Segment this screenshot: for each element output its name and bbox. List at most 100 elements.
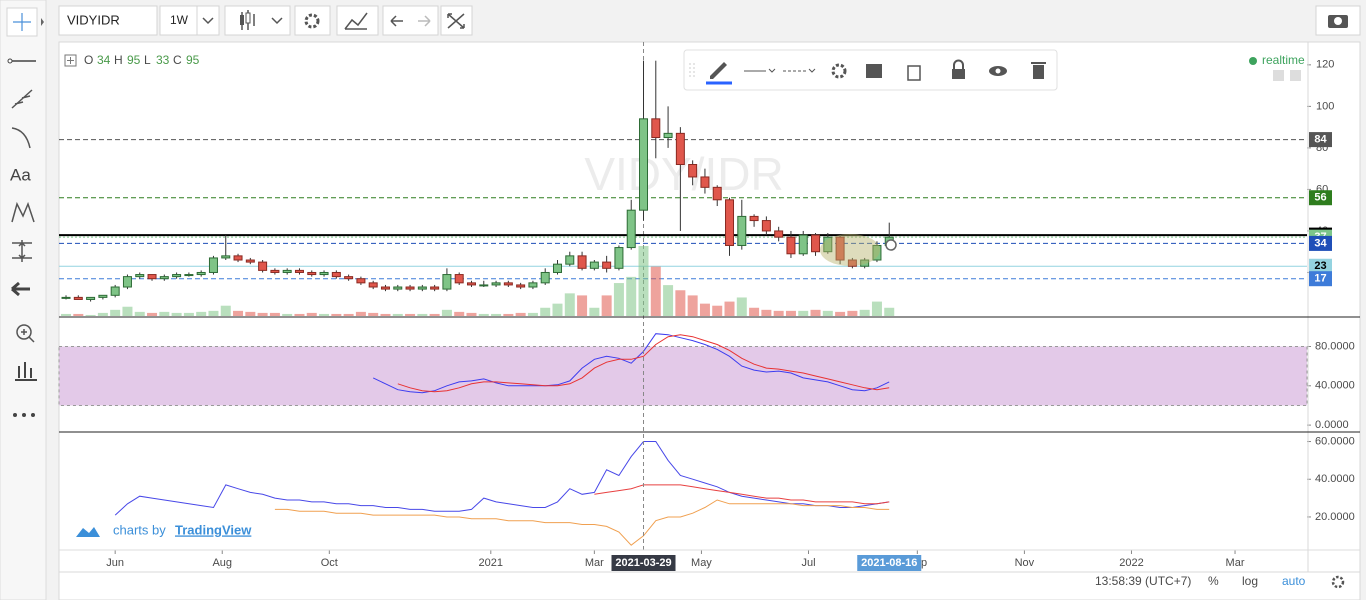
clock: 13:58:39 (UTC+7) — [1095, 574, 1191, 588]
settings-button[interactable] — [294, 5, 331, 36]
text-tool[interactable]: Aa — [10, 165, 31, 184]
volume-bar — [380, 313, 391, 316]
price-badge — [1309, 258, 1332, 274]
top-toolbar: VIDYIDR 1W — [58, 5, 1361, 36]
candle-body — [811, 234, 821, 253]
more-tools — [31, 413, 35, 417]
candle-body — [135, 274, 145, 278]
branding-link[interactable]: TradingView — [175, 522, 252, 537]
color-tool[interactable] — [710, 62, 727, 79]
volume-bar — [884, 307, 895, 316]
clone-tool[interactable] — [907, 65, 921, 81]
interval-button[interactable] — [159, 5, 220, 36]
volume-bar — [589, 307, 600, 316]
fullscreen-icon — [447, 13, 465, 29]
indicators-icon — [344, 12, 368, 30]
log-toggle[interactable]: log — [1242, 574, 1258, 588]
volume-bar — [183, 312, 194, 316]
candle-body — [872, 244, 882, 261]
candle-body — [639, 118, 649, 211]
candle-body — [307, 271, 317, 276]
template-tool[interactable] — [866, 64, 882, 78]
volume-bar — [319, 313, 330, 316]
left-sidebar: Aa — [0, 0, 47, 600]
candle-body — [282, 269, 292, 273]
candle-body — [602, 261, 612, 269]
scroll-button[interactable] — [1273, 70, 1284, 81]
brush-tool[interactable] — [11, 127, 31, 149]
more-tools[interactable] — [13, 413, 17, 417]
candle-body — [270, 269, 280, 273]
volume-bar — [527, 312, 538, 316]
auto-toggle[interactable]: auto — [1282, 574, 1306, 588]
volume-bar — [61, 313, 72, 316]
date-marker — [611, 555, 676, 571]
candle-body — [221, 255, 231, 259]
camera-icon — [1334, 17, 1342, 25]
volume-bar — [736, 297, 747, 316]
y-tick-label: 0.0000 — [1315, 419, 1349, 431]
candle-body — [823, 236, 833, 253]
indicator-line — [274, 499, 890, 546]
candle-body — [688, 164, 698, 178]
zoom-tool[interactable] — [16, 324, 32, 340]
y-tick-label: 20.0000 — [1315, 511, 1355, 523]
indicator-line — [114, 441, 890, 516]
delete-icon — [1031, 62, 1046, 64]
price-badge — [1309, 190, 1332, 206]
pattern-tool[interactable] — [11, 201, 35, 223]
symbol-box[interactable] — [58, 5, 158, 36]
candle-body — [208, 257, 218, 273]
candle-body — [835, 236, 845, 261]
expand-icon — [41, 18, 44, 26]
candle-body — [196, 271, 206, 276]
dropdown-icon — [202, 17, 214, 25]
candle-body — [516, 284, 526, 288]
lock-icon — [953, 59, 964, 69]
volume-bar — [663, 285, 674, 316]
x-tick-label: Jul — [801, 557, 815, 569]
measure-tool[interactable] — [12, 240, 32, 262]
back-tool[interactable] — [11, 281, 30, 297]
fib-tool[interactable] — [11, 89, 33, 109]
volume-bar — [761, 309, 772, 316]
candle-body — [712, 186, 722, 201]
candle-body — [798, 234, 808, 255]
volume-bar — [454, 311, 465, 316]
volume-bar — [822, 310, 833, 316]
legend-label: H — [114, 53, 123, 67]
status-bar — [58, 571, 1361, 600]
settings-tool[interactable] — [831, 63, 847, 79]
candle-body — [172, 274, 182, 278]
y-tick-label: 80.0000 — [1315, 340, 1355, 352]
volume-bar — [810, 309, 821, 316]
indicators-button[interactable] — [336, 5, 379, 36]
highlight-shape — [820, 234, 880, 266]
volume-bar — [638, 246, 649, 316]
candle-body — [380, 286, 390, 290]
scroll-button[interactable] — [1290, 70, 1301, 81]
price-badge-label: 17 — [1314, 273, 1326, 285]
volume-bar — [847, 310, 858, 316]
line-width-tool[interactable] — [744, 68, 776, 73]
percent-toggle[interactable]: % — [1208, 574, 1219, 588]
candle-body — [786, 236, 796, 255]
volume-bar — [355, 311, 366, 316]
delete-tool[interactable] — [1033, 65, 1044, 79]
price-badge — [1309, 271, 1332, 287]
tools-tool[interactable] — [15, 362, 37, 381]
candle-body — [761, 220, 771, 232]
candle-body — [344, 276, 354, 280]
dropdown-icon — [808, 68, 816, 73]
x-tick-label: May — [691, 557, 712, 569]
lock-tool[interactable] — [952, 69, 965, 79]
candle-body — [540, 271, 550, 284]
volume-bar — [85, 314, 96, 316]
volume-bar — [233, 310, 244, 316]
candle-body — [393, 286, 403, 290]
axis-settings[interactable] — [1331, 575, 1345, 589]
price-badge-label: 84 — [1314, 133, 1327, 145]
legend-label: C — [173, 53, 182, 67]
candle-body — [294, 269, 304, 273]
candle-body — [258, 261, 268, 271]
